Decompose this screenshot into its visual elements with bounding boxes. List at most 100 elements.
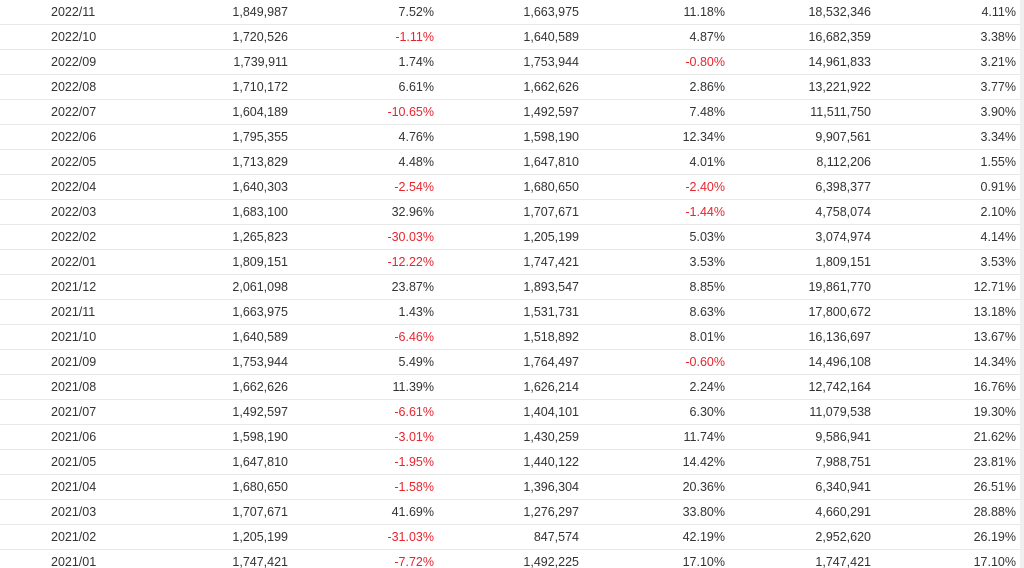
mom-change-cell: 1.74%	[398, 55, 434, 70]
month-cell: 2021/05	[51, 455, 97, 470]
yoy-change-cell: 12.34%	[682, 130, 725, 145]
mom-change-cell: 11.39%	[392, 380, 434, 395]
mom-change-cell: -12.22%	[387, 255, 434, 270]
table-row: 2021/09 1,753,944 5.49% 1,764,497 -0.60% 14,4…	[0, 350, 1020, 375]
mom-change-cell: 7.52%	[398, 5, 434, 20]
table-row: 2021/05 1,647,810 -1.95% 1,440,122 14.42% 7,9…	[0, 450, 1020, 475]
month-cell: 2021/10	[51, 330, 97, 345]
cumulative-change-cell: 21.62%	[973, 430, 1016, 445]
mom-change-cell: 41.69%	[391, 505, 434, 520]
cumulative-change-cell: 1.55%	[980, 155, 1016, 170]
mom-change-cell: -1.11%	[395, 30, 434, 45]
cumulative-change-cell: 3.90%	[980, 105, 1016, 120]
prev-year-cell: 1,531,731	[523, 305, 579, 320]
prev-year-cell: 1,640,589	[523, 30, 579, 45]
value-cell: 1,640,303	[232, 180, 288, 195]
scrollbar-track[interactable]	[1020, 0, 1024, 568]
cumulative-change-cell: 12.71%	[973, 280, 1016, 295]
table-row: 2021/10 1,640,589 -6.46% 1,518,892 8.01% 16,1…	[0, 325, 1020, 350]
cumulative-cell: 7,988,751	[815, 455, 871, 470]
cumulative-cell: 14,496,108	[808, 355, 871, 370]
month-cell: 2021/12	[51, 280, 97, 295]
prev-year-cell: 1,276,297	[523, 505, 579, 520]
prev-year-cell: 1,492,597	[523, 105, 579, 120]
yoy-change-cell: 2.86%	[689, 80, 725, 95]
mom-change-cell: 5.49%	[398, 355, 434, 370]
yoy-change-cell: 42.19%	[682, 530, 725, 545]
cumulative-change-cell: 26.51%	[973, 480, 1016, 495]
cumulative-change-cell: 14.34%	[973, 355, 1016, 370]
mom-change-cell: -31.03%	[387, 530, 434, 545]
cumulative-cell: 1,809,151	[815, 255, 871, 270]
cumulative-cell: 3,074,974	[815, 230, 871, 245]
cumulative-change-cell: 13.18%	[973, 305, 1016, 320]
prev-year-cell: 1,663,975	[523, 5, 579, 20]
mom-change-cell: -30.03%	[387, 230, 434, 245]
cumulative-cell: 8,112,206	[816, 155, 871, 170]
yoy-change-cell: -1.44%	[685, 205, 725, 220]
value-cell: 1,720,526	[232, 30, 288, 45]
yoy-change-cell: 33.80%	[682, 505, 725, 520]
prev-year-cell: 1,764,497	[523, 355, 579, 370]
month-cell: 2021/09	[51, 355, 97, 370]
mom-change-cell: 1.43%	[398, 305, 434, 320]
yoy-change-cell: 4.87%	[689, 30, 725, 45]
cumulative-change-cell: 3.21%	[980, 55, 1016, 70]
prev-year-cell: 1,647,810	[523, 155, 579, 170]
table-row: 2021/03 1,707,671 41.69% 1,276,297 33.80% 4,6…	[0, 500, 1020, 525]
mom-change-cell: 32.96%	[391, 205, 434, 220]
prev-year-cell: 1,518,892	[523, 330, 579, 345]
prev-year-cell: 1,396,304	[523, 480, 579, 495]
cumulative-change-cell: 16.76%	[973, 380, 1016, 395]
month-cell: 2022/08	[51, 80, 97, 95]
prev-year-cell: 1,707,671	[523, 205, 579, 220]
value-cell: 1,747,421	[232, 555, 288, 568]
cumulative-cell: 18,532,346	[808, 5, 871, 20]
mom-change-cell: 4.48%	[398, 155, 434, 170]
prev-year-cell: 1,598,190	[523, 130, 579, 145]
table-row: 2022/07 1,604,189 -10.65% 1,492,597 7.48% 11,…	[0, 100, 1020, 125]
prev-year-cell: 1,205,199	[523, 230, 579, 245]
month-cell: 2022/09	[51, 55, 97, 70]
cumulative-change-cell: 3.34%	[980, 130, 1016, 145]
mom-change-cell: 23.87%	[391, 280, 434, 295]
value-cell: 1,707,671	[232, 505, 288, 520]
mom-change-cell: -7.72%	[394, 555, 434, 568]
prev-year-cell: 1,680,650	[523, 180, 579, 195]
yoy-change-cell: 8.85%	[689, 280, 725, 295]
value-cell: 1,662,626	[232, 380, 288, 395]
value-cell: 1,809,151	[232, 255, 288, 270]
cumulative-change-cell: 28.88%	[973, 505, 1016, 520]
cumulative-change-cell: 3.53%	[980, 255, 1016, 270]
month-cell: 2021/08	[51, 380, 97, 395]
table-row: 2022/09 1,739,911 1.74% 1,753,944 -0.80% 14,9…	[0, 50, 1020, 75]
yoy-change-cell: -2.40%	[685, 180, 725, 195]
month-cell: 2022/03	[51, 205, 97, 220]
month-cell: 2021/11	[51, 305, 96, 320]
prev-year-cell: 1,747,421	[523, 255, 579, 270]
prev-year-cell: 1,893,547	[523, 280, 579, 295]
cumulative-cell: 9,586,941	[815, 430, 871, 445]
table-row: 2021/11 1,663,975 1.43% 1,531,731 8.63% 17,80…	[0, 300, 1020, 325]
month-cell: 2021/03	[51, 505, 97, 520]
cumulative-cell: 6,340,941	[815, 480, 871, 495]
month-cell: 2022/05	[51, 155, 97, 170]
mom-change-cell: 4.76%	[398, 130, 434, 145]
yoy-change-cell: 8.63%	[689, 305, 725, 320]
cumulative-cell: 11,511,750	[810, 105, 871, 120]
value-cell: 1,663,975	[232, 305, 288, 320]
yoy-change-cell: 2.24%	[689, 380, 725, 395]
month-cell: 2022/10	[51, 30, 97, 45]
value-cell: 1,604,189	[232, 105, 288, 120]
table-row: 2022/05 1,713,829 4.48% 1,647,810 4.01% 8,112…	[0, 150, 1020, 175]
cumulative-cell: 9,907,561	[815, 130, 871, 145]
cumulative-change-cell: 3.38%	[980, 30, 1016, 45]
cumulative-cell: 1,747,421	[815, 555, 871, 568]
value-cell: 2,061,098	[232, 280, 288, 295]
cumulative-change-cell: 13.67%	[973, 330, 1016, 345]
cumulative-change-cell: 4.11%	[981, 5, 1016, 20]
value-cell: 1,647,810	[232, 455, 288, 470]
value-cell: 1,795,355	[232, 130, 288, 145]
yoy-change-cell: 5.03%	[689, 230, 725, 245]
